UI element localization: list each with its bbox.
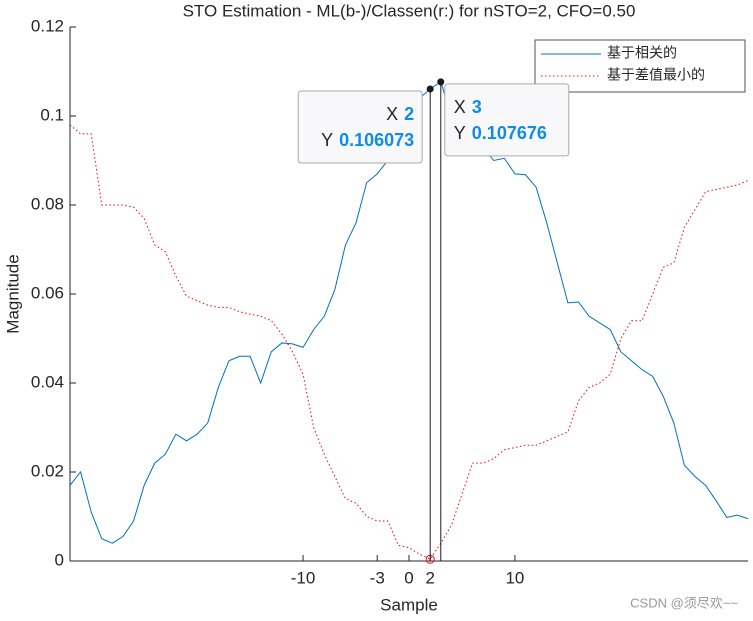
- legend-label: 基于差值最小的: [607, 67, 705, 83]
- y-tick-label: 0.12: [31, 16, 64, 35]
- legend-label: 基于相关的: [607, 45, 677, 61]
- datatip-key: X: [386, 104, 398, 124]
- y-axis-label: Magnitude: [3, 254, 22, 333]
- x-axis-label: Sample: [380, 595, 438, 614]
- datatip-key: Y: [454, 123, 466, 143]
- datatip-value: 2: [404, 104, 414, 124]
- datatip-dot: [426, 85, 434, 93]
- y-tick-label: 0.02: [31, 461, 64, 480]
- datatip-dot: [437, 78, 445, 86]
- legend-box: [534, 39, 746, 93]
- watermark: CSDN @须尽欢~~: [630, 595, 738, 610]
- datatip-key: Y: [321, 130, 333, 150]
- datatip-row: Y 0.107676: [454, 123, 547, 143]
- x-tick-label: 10: [505, 568, 524, 587]
- y-tick-label: 0.1: [40, 105, 64, 124]
- y-tick-label: 0: [55, 550, 64, 569]
- datatip-key: X: [454, 97, 466, 117]
- x-tick-label: 0: [404, 568, 413, 587]
- datatip-value: 3: [472, 97, 482, 117]
- datatip-value: 0.107676: [472, 123, 547, 143]
- x-tick-label: -3: [370, 568, 385, 587]
- datatip-box: [444, 83, 570, 157]
- chart-title: STO Estimation - ML(b-)/Classen(r:) for …: [183, 1, 636, 20]
- y-tick-label: 0.08: [31, 194, 64, 213]
- y-tick-label: 0.06: [31, 283, 64, 302]
- datatip-row: Y 0.106073: [321, 130, 414, 150]
- x-tick-label: 2: [425, 568, 434, 587]
- y-tick-label: 0.04: [31, 372, 64, 391]
- datatip-box: [297, 90, 423, 164]
- datatip: X 2 Y 0.106073: [297, 90, 423, 164]
- datatip-value: 0.106073: [339, 130, 414, 150]
- x-tick-label: -10: [291, 568, 316, 587]
- datatip: X 3Y 0.107676: [444, 83, 570, 157]
